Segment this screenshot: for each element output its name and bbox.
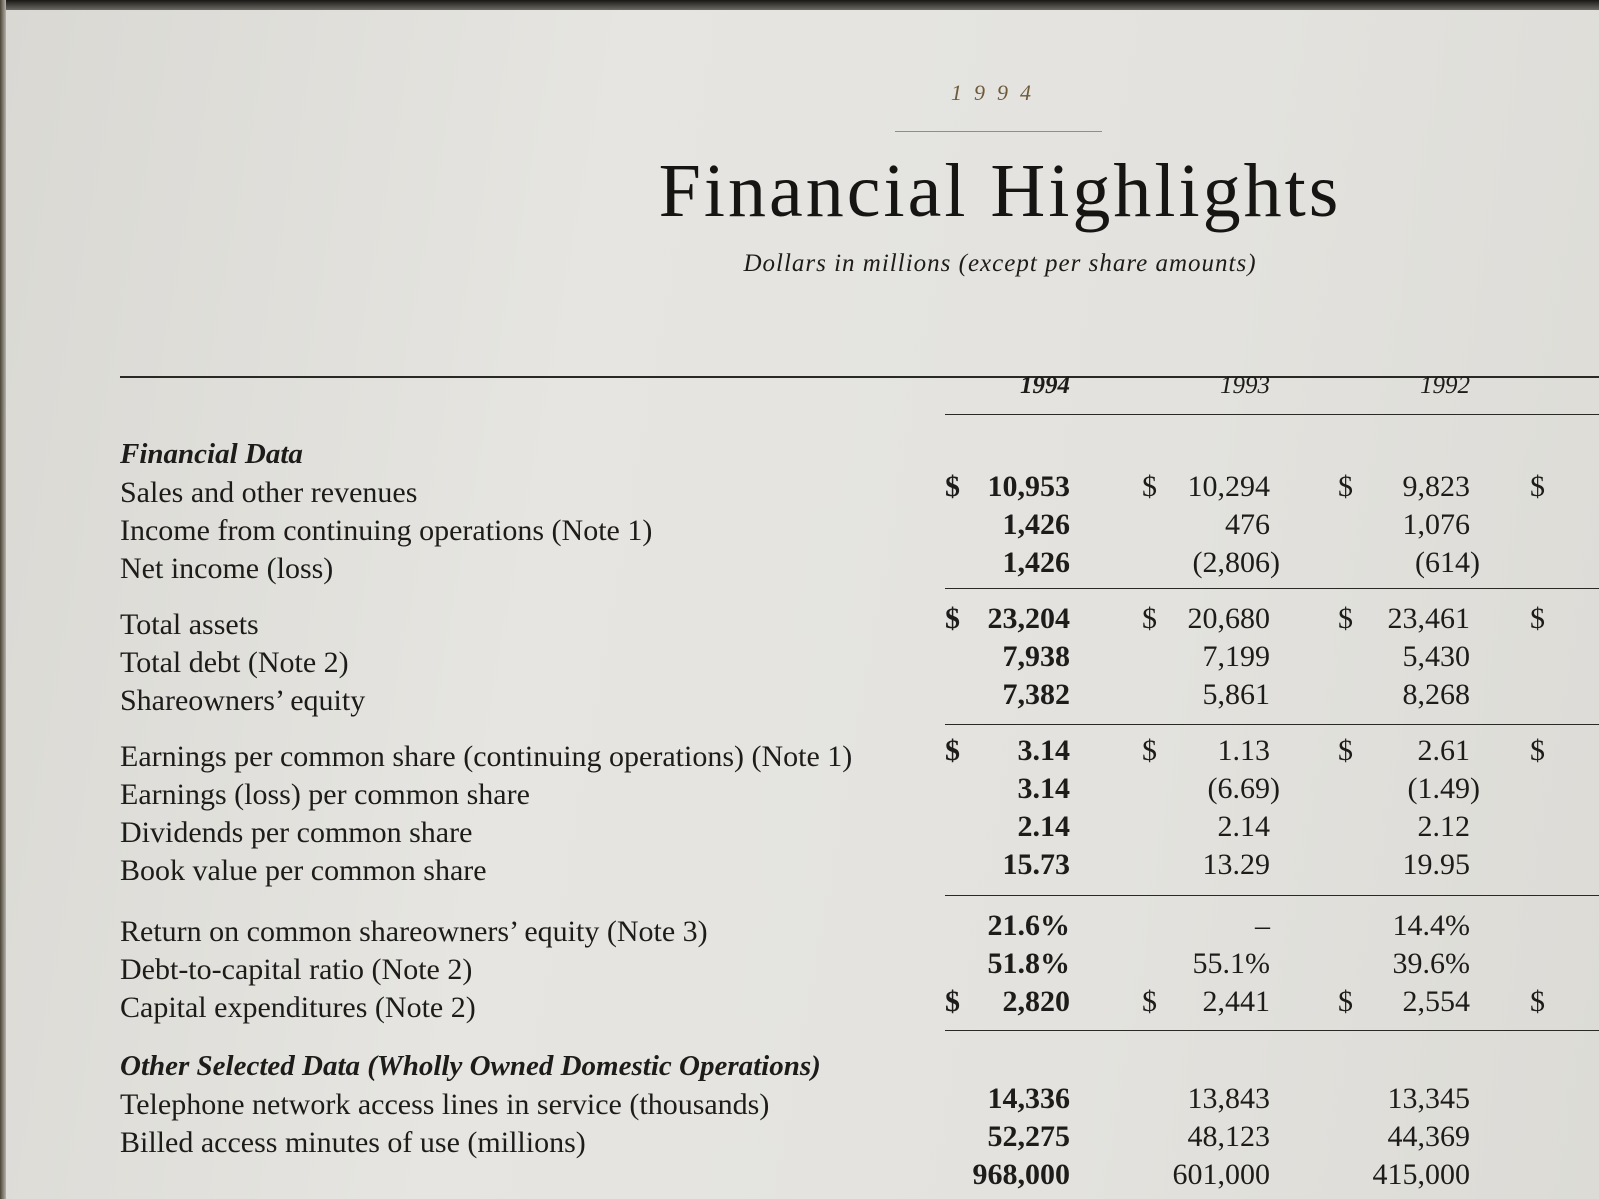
cell-value: 13.29 bbox=[1202, 848, 1271, 881]
cell-value: 44,369 bbox=[1387, 1120, 1471, 1153]
cell-value: 5,861 bbox=[1202, 678, 1271, 711]
cell-value: 51.8% bbox=[987, 947, 1071, 980]
cell-value: 2.14 bbox=[1017, 810, 1071, 843]
row-label: Net income (loss) bbox=[120, 552, 334, 585]
cell-value: 601,000 bbox=[1172, 1158, 1271, 1191]
row-label: Total assets bbox=[120, 608, 259, 641]
currency-sign: $ bbox=[1530, 734, 1545, 767]
cell-value: 8,268 bbox=[1402, 678, 1471, 711]
column-header: 1993 bbox=[1220, 372, 1270, 399]
currency-sign: $ bbox=[1142, 985, 1157, 1018]
currency-sign: $ bbox=[1530, 470, 1545, 503]
cell-value: (614) bbox=[1415, 546, 1480, 579]
cell-value: 23,204 bbox=[987, 602, 1071, 635]
cell-value: 7,938 bbox=[1002, 640, 1071, 673]
row-label: Return on common shareowners’ equity (No… bbox=[120, 915, 708, 948]
cell-value: 19.95 bbox=[1402, 848, 1471, 881]
row-label: Debt-to-capital ratio (Note 2) bbox=[120, 953, 473, 986]
cell-value: 13,843 bbox=[1187, 1082, 1271, 1115]
cell-value: (2,806) bbox=[1192, 546, 1280, 579]
column-header: 1992 bbox=[1420, 372, 1470, 399]
row-label: Capital expenditures (Note 2) bbox=[120, 991, 476, 1024]
cell-value: 10,953 bbox=[987, 470, 1071, 503]
cell-value: – bbox=[1255, 909, 1270, 942]
cell-value: 15.73 bbox=[1002, 848, 1071, 881]
currency-sign: $ bbox=[1338, 734, 1353, 767]
currency-sign: $ bbox=[1530, 985, 1545, 1018]
cell-value: 52,275 bbox=[987, 1120, 1071, 1153]
cell-value: 7,199 bbox=[1202, 640, 1271, 673]
cell-value: 968,000 bbox=[972, 1158, 1071, 1191]
currency-sign: $ bbox=[1530, 602, 1545, 635]
cell-value: 13,345 bbox=[1387, 1082, 1471, 1115]
currency-sign: $ bbox=[945, 734, 960, 767]
cell-value: 2,441 bbox=[1202, 985, 1271, 1018]
group-rule bbox=[945, 1030, 1599, 1031]
binding-edge bbox=[0, 0, 6, 1199]
row-label: Income from continuing operations (Note … bbox=[120, 514, 653, 547]
year: 1994 bbox=[951, 80, 1043, 105]
currency-sign: $ bbox=[1338, 602, 1353, 635]
cell-value: 20,680 bbox=[1187, 602, 1271, 635]
cell-value: 1,426 bbox=[1002, 546, 1071, 579]
cell-value: 21.6% bbox=[987, 909, 1071, 942]
group-rule bbox=[945, 724, 1599, 725]
row-label: Total debt (Note 2) bbox=[120, 646, 349, 679]
currency-sign: $ bbox=[1338, 985, 1353, 1018]
cell-value: (6.69) bbox=[1207, 772, 1280, 805]
group-rule bbox=[945, 895, 1599, 896]
row-label: Dividends per common share bbox=[120, 816, 473, 849]
currency-sign: $ bbox=[1142, 470, 1157, 503]
cell-value: 10,294 bbox=[1187, 470, 1271, 503]
cell-value: 3.14 bbox=[1017, 772, 1071, 805]
row-label: Billed access minutes of use (millions) bbox=[120, 1126, 586, 1159]
currency-sign: $ bbox=[945, 602, 960, 635]
cell-value: 55.1% bbox=[1192, 947, 1271, 980]
cell-value: 5,430 bbox=[1402, 640, 1471, 673]
currency-sign: $ bbox=[1142, 602, 1157, 635]
currency-sign: $ bbox=[1338, 470, 1353, 503]
row-label: Book value per common share bbox=[120, 854, 487, 887]
cell-value: 2.12 bbox=[1417, 810, 1471, 843]
currency-sign: $ bbox=[945, 470, 960, 503]
page-edge bbox=[0, 0, 1599, 10]
top-rule bbox=[120, 376, 1599, 378]
cell-value: 2,554 bbox=[1402, 985, 1471, 1018]
cell-value: 39.6% bbox=[1392, 947, 1471, 980]
year-rule bbox=[895, 131, 1102, 132]
cell-value: 14,336 bbox=[987, 1082, 1071, 1115]
cell-value: 2,820 bbox=[1002, 985, 1071, 1018]
cell-value: 2.61 bbox=[1417, 734, 1471, 767]
group-rule bbox=[945, 588, 1599, 589]
cell-value: 9,823 bbox=[1402, 470, 1471, 503]
subtitle: Dollars in millions (except per share am… bbox=[743, 250, 1257, 277]
cell-value: 415,000 bbox=[1372, 1158, 1471, 1191]
header-rule bbox=[945, 414, 1599, 415]
cell-value: 23,461 bbox=[1387, 602, 1471, 635]
row-label: Sales and other revenues bbox=[120, 476, 418, 509]
cell-value: 7,382 bbox=[1002, 678, 1071, 711]
cell-value: 476 bbox=[1225, 508, 1270, 541]
row-label: Shareowners’ equity bbox=[120, 684, 366, 717]
cell-value: 14.4% bbox=[1392, 909, 1471, 942]
cell-value: 1,076 bbox=[1402, 508, 1471, 541]
cell-value: 1,426 bbox=[1002, 508, 1071, 541]
row-label: Earnings (loss) per common share bbox=[120, 778, 530, 811]
cell-value: 3.14 bbox=[1017, 734, 1071, 767]
row-label: Telephone network access lines in servic… bbox=[120, 1088, 770, 1121]
cell-value: 2.14 bbox=[1217, 810, 1271, 843]
currency-sign: $ bbox=[945, 985, 960, 1018]
currency-sign: $ bbox=[1142, 734, 1157, 767]
column-header: 1994 bbox=[1020, 372, 1070, 399]
group-heading: Financial Data bbox=[120, 438, 303, 470]
cell-value: (1.49) bbox=[1407, 772, 1480, 805]
cell-value: 48,123 bbox=[1187, 1120, 1271, 1153]
cell-value: 1.13 bbox=[1217, 734, 1271, 767]
title: Financial Highlights bbox=[658, 149, 1342, 233]
row-label: Earnings per common share (continuing op… bbox=[120, 740, 853, 773]
group-heading: Other Selected Data (Wholly Owned Domest… bbox=[120, 1050, 821, 1082]
